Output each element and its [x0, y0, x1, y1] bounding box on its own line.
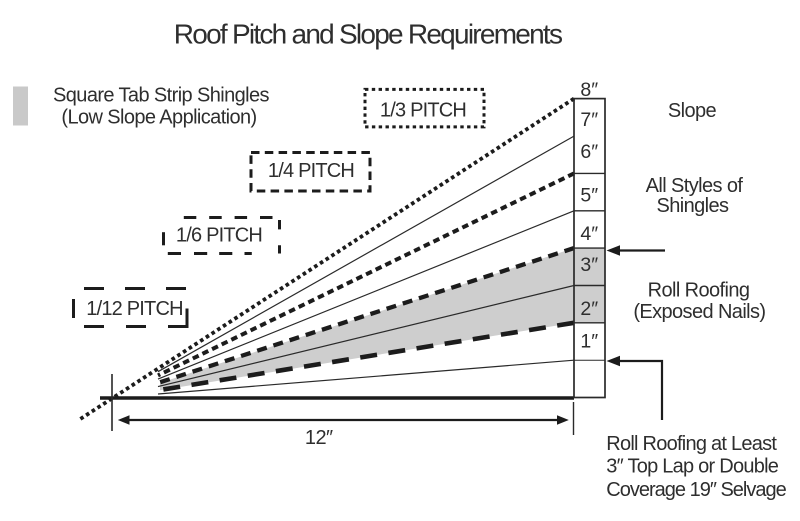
svg-text:All Styles of: All Styles of — [646, 175, 744, 197]
svg-text:1″: 1″ — [580, 331, 598, 353]
svg-text:Roll Roofing at Least: Roll Roofing at Least — [606, 433, 777, 455]
svg-text:Shingles: Shingles — [657, 195, 730, 217]
svg-text:1/3 PITCH: 1/3 PITCH — [380, 100, 466, 122]
svg-text:4″: 4″ — [580, 223, 598, 245]
svg-text:7″: 7″ — [580, 109, 598, 131]
svg-text:Square Tab Strip Shingles: Square Tab Strip Shingles — [53, 85, 269, 107]
svg-text:Slope: Slope — [668, 100, 717, 122]
svg-text:1/4 PITCH: 1/4 PITCH — [268, 160, 354, 182]
svg-text:(Low Slope Application): (Low Slope Application) — [61, 106, 256, 128]
svg-text:6″: 6″ — [580, 141, 598, 163]
svg-text:5″: 5″ — [580, 185, 598, 207]
svg-text:(Exposed Nails): (Exposed Nails) — [633, 301, 765, 323]
svg-text:Roll Roofing: Roll Roofing — [648, 280, 750, 302]
svg-text:2″: 2″ — [580, 298, 598, 320]
svg-text:Coverage 19″ Selvage: Coverage 19″ Selvage — [606, 479, 786, 501]
svg-text:1/6 PITCH: 1/6 PITCH — [176, 225, 262, 247]
svg-text:Roof Pitch and Slope Requireme: Roof Pitch and Slope Requirements — [174, 19, 562, 50]
svg-text:8″: 8″ — [580, 79, 598, 101]
svg-text:3″: 3″ — [580, 254, 598, 276]
svg-text:1/12 PITCH: 1/12 PITCH — [86, 298, 182, 320]
svg-text:12″: 12″ — [305, 427, 333, 449]
svg-text:3″ Top Lap or Double: 3″ Top Lap or Double — [606, 456, 778, 478]
